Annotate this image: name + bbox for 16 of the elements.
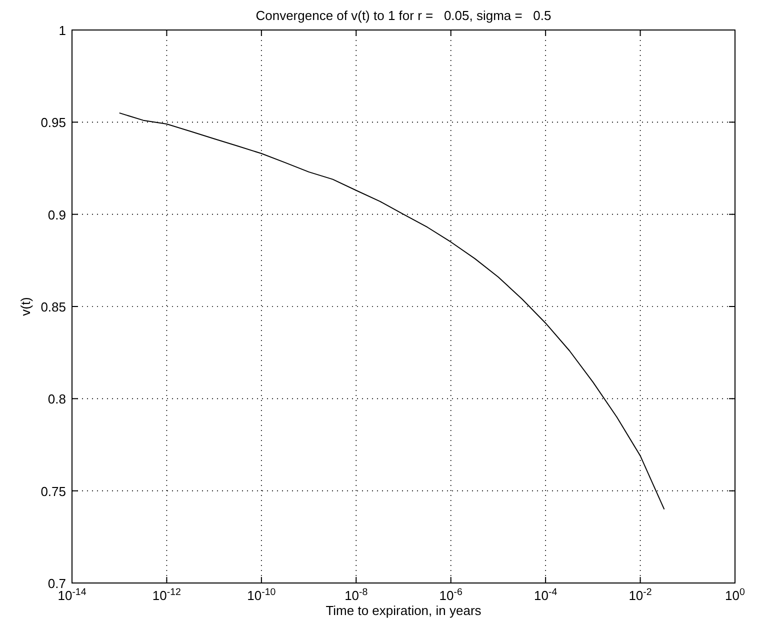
x-tick-label: 10$^{-6}$	[439, 586, 462, 603]
y-tick-label: 0.85	[40, 300, 66, 314]
x-tick-label: 10$^{-8}$	[344, 586, 368, 603]
x-axis-title: Time to expiration, in years	[326, 603, 482, 618]
x-tick-label: 10$^{-4}$	[534, 586, 558, 603]
y-axis-title: v(t)	[18, 297, 33, 316]
x-tick-label: 10$^{0}$	[725, 586, 746, 603]
x-tick-label: 10$^{-12}$	[152, 586, 181, 603]
y-tick-label: 1	[58, 23, 66, 38]
y-tick-label: 0.95	[40, 115, 66, 130]
x-tick-label: 10$^{-2}$	[628, 586, 652, 603]
chart-title: Convergence of v(t) to 1 for r = 0.05, sigma = 0.5	[256, 8, 552, 23]
y-tick-label: 0.75	[40, 484, 66, 499]
y-tick-label: 0.9	[48, 207, 66, 222]
y-tick-label: 0.8	[48, 392, 66, 407]
x-tick-label: 10$^{-10}$	[247, 586, 276, 603]
